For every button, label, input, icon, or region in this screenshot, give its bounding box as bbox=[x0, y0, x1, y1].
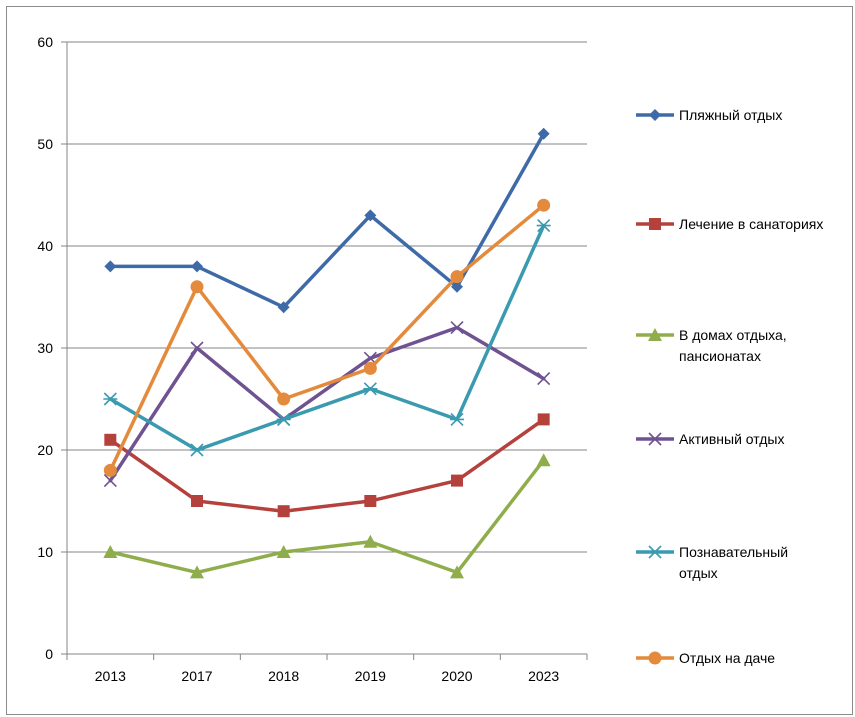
series-1 bbox=[104, 127, 550, 314]
y-tick-label: 0 bbox=[45, 646, 53, 662]
x-tick-label: 2023 bbox=[528, 668, 559, 684]
legend-label: Познавательный bbox=[679, 544, 788, 560]
legend-label: отдых bbox=[679, 565, 718, 581]
data-point bbox=[276, 545, 291, 558]
data-point bbox=[363, 534, 378, 548]
data-point bbox=[536, 453, 551, 467]
data-point bbox=[190, 280, 204, 294]
legend-swatch-marker bbox=[649, 218, 661, 230]
series-2 bbox=[104, 413, 550, 518]
data-point bbox=[536, 219, 551, 233]
data-point bbox=[190, 565, 204, 579]
y-tick-label: 20 bbox=[37, 442, 53, 458]
data-point bbox=[103, 392, 118, 406]
x-tick-label: 2019 bbox=[355, 668, 386, 684]
data-point bbox=[190, 341, 204, 355]
data-point bbox=[103, 474, 117, 488]
data-point bbox=[537, 413, 550, 426]
y-tick-label: 30 bbox=[37, 340, 53, 356]
data-point bbox=[103, 463, 117, 477]
data-point bbox=[277, 392, 291, 406]
data-point bbox=[190, 443, 204, 457]
series-line bbox=[108, 203, 546, 473]
x-tick-label: 2020 bbox=[441, 668, 472, 684]
data-point bbox=[276, 412, 291, 426]
x-tick-label: 2018 bbox=[268, 668, 299, 684]
legend-label: Пляжный отдых bbox=[679, 107, 782, 123]
gridlines bbox=[67, 41, 587, 553]
data-point bbox=[277, 505, 290, 518]
legend-swatch-marker bbox=[648, 651, 662, 665]
legend-label: Лечение в санаториях bbox=[679, 216, 823, 232]
legend-swatch-marker bbox=[649, 109, 661, 121]
legend-swatch-marker bbox=[648, 328, 662, 341]
data-point bbox=[104, 260, 117, 273]
y-tick-label: 60 bbox=[37, 34, 53, 50]
data-point bbox=[537, 127, 550, 140]
series-line bbox=[108, 223, 546, 452]
series-3 bbox=[103, 453, 551, 579]
data-point bbox=[191, 260, 203, 273]
data-point bbox=[363, 361, 377, 375]
y-tick-label: 50 bbox=[37, 136, 53, 152]
data-point bbox=[450, 321, 464, 335]
axes: 0 10 20 30 40 50 60 2013 2017 2018 2019 2020 2023 bbox=[37, 34, 588, 684]
data-point bbox=[451, 280, 463, 293]
data-point bbox=[364, 209, 377, 222]
x-tick-label: 2013 bbox=[95, 668, 126, 684]
data-point bbox=[191, 495, 203, 507]
legend: Пляжный отдых Лечение в санаториях В домах… bbox=[636, 107, 823, 666]
data-point bbox=[103, 545, 118, 558]
legend-entry: Отдых на даче bbox=[636, 650, 775, 666]
data-point bbox=[277, 301, 290, 314]
series-6 bbox=[103, 198, 551, 477]
data-point bbox=[451, 474, 463, 487]
legend-label: пансионатах bbox=[679, 348, 761, 364]
y-tick-label: 40 bbox=[37, 238, 53, 254]
legend-label: Активный отдых bbox=[679, 431, 784, 447]
data-point bbox=[364, 495, 377, 507]
data-point bbox=[363, 382, 378, 396]
data-point bbox=[450, 412, 464, 426]
chart-frame bbox=[6, 6, 853, 715]
data-point bbox=[104, 433, 117, 446]
x-tick-label: 2017 bbox=[181, 668, 212, 684]
legend-entry: В домах отдыха, пансионатах bbox=[636, 327, 787, 364]
legend-entry: Активный отдых bbox=[636, 431, 784, 447]
legend-label: Отдых на даче bbox=[679, 650, 775, 666]
series-line bbox=[108, 458, 546, 575]
series-lines bbox=[103, 127, 551, 579]
data-point bbox=[450, 565, 464, 579]
data-point bbox=[537, 198, 551, 212]
series-line bbox=[108, 132, 546, 309]
legend-label: В домах отдыха, bbox=[679, 327, 787, 343]
series-line bbox=[108, 417, 546, 513]
data-point bbox=[537, 372, 551, 386]
legend-entry: Познавательный отдых bbox=[636, 544, 788, 581]
legend-entry: Лечение в санаториях bbox=[636, 216, 823, 232]
legend-swatch-marker bbox=[648, 545, 662, 559]
series-line bbox=[108, 325, 546, 483]
y-tick-label: 10 bbox=[37, 544, 53, 560]
legend-entry: Пляжный отдых bbox=[636, 107, 782, 123]
series-5 bbox=[103, 219, 551, 457]
data-point bbox=[450, 270, 464, 284]
legend-swatch-marker bbox=[648, 432, 662, 446]
